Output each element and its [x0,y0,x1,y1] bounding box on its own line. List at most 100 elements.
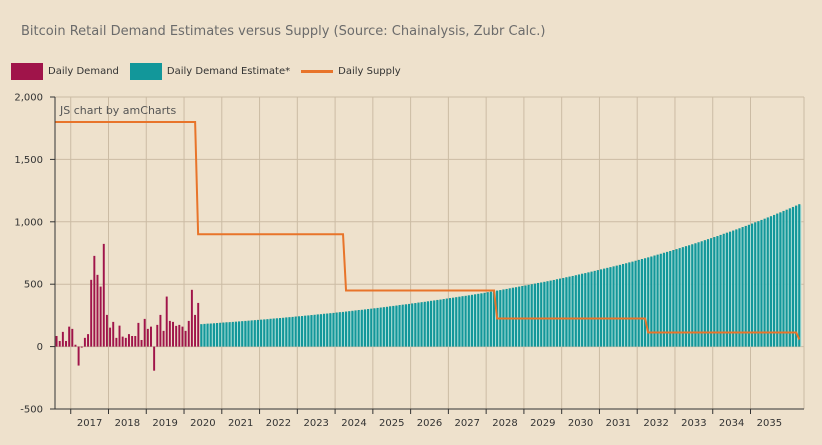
demand-estimate-bar [521,285,524,347]
estimate-bar-gap [447,299,449,347]
demand-estimate-bar [310,315,313,347]
estimate-bar-gap [592,272,594,347]
estimate-bar-gap [554,280,556,347]
demand-estimate-bar [798,204,801,347]
demand-estimate-bar [675,249,678,347]
demand-bar [87,334,90,347]
demand-bar [83,337,86,347]
demand-estimate-bar [609,267,612,347]
x-tick-label: 2031 [606,418,631,429]
estimate-bar-gap [759,222,761,347]
x-tick-label: 2029 [530,418,555,429]
demand-bar [150,326,152,347]
estimate-bar-gap [539,283,541,347]
estimate-bar-gap [340,313,342,347]
estimate-bar-gap [435,301,437,347]
legend-label: Daily Demand [48,66,119,77]
demand-estimate-bar [291,316,294,347]
demand-bar [99,286,102,347]
demand-estimate-bar [322,313,326,347]
estimate-bar-gap [429,302,430,347]
demand-estimate-bar [200,324,203,347]
x-tick-label: 2034 [719,418,744,429]
estimate-bar-gap [718,237,720,347]
demand-estimate-bar [763,218,766,347]
estimate-bar-gap [768,218,770,347]
estimate-bar-gap [246,321,248,347]
estimate-bar-gap [797,206,799,347]
estimate-bar-gap [639,260,641,347]
estimate-bar-gap [299,317,301,347]
demand-bar [74,344,77,347]
demand-estimate-bar [278,318,282,347]
legend-item-daily-demand[interactable]: Daily Demand [11,63,119,80]
demand-estimate-bar [634,260,637,347]
estimate-bar-gap [614,267,616,347]
estimate-bar-gap [545,282,547,347]
estimate-bar-gap [233,322,235,347]
legend: Daily Demand Daily Demand Estimate* Dail… [11,63,412,80]
demand-bar [146,328,149,347]
demand-estimate-bar [492,291,496,347]
estimate-bar-gap [479,294,481,347]
demand-bar [102,243,105,347]
estimate-bar-gap [655,256,657,347]
estimate-bar-gap [737,230,739,347]
demand-estimate-bar [795,205,798,347]
x-tick-label: 2018 [115,418,140,429]
demand-bar [194,314,197,347]
estimate-bar-gap [775,215,777,347]
demand-bar [140,339,143,347]
x-tick-label: 2019 [152,418,177,429]
demand-estimate-bar [659,253,662,347]
demand-bar [178,324,181,347]
demand-estimate-bar [511,287,514,347]
estimate-bar-gap [702,242,704,347]
demand-bar [159,314,162,347]
demand-bar [124,337,127,347]
demand-bar [165,296,168,347]
demand-estimate-bar [769,216,773,347]
demand-estimate-bar [773,214,776,347]
chart-title: Bitcoin Retail Demand Estimates versus S… [21,24,546,39]
demand-estimate-bar [420,302,423,347]
demand-estimate-bar [260,319,263,347]
estimate-bar-gap [715,238,717,347]
estimate-bar-gap [262,320,264,347]
demand-estimate-bar [319,314,323,347]
estimate-bar-gap [205,324,207,347]
demand-estimate-bar [732,230,735,347]
demand-estimate-bar [263,319,266,347]
demand-bar [55,335,58,347]
estimate-bar-gap [227,323,229,347]
estimate-bar-gap [344,312,346,347]
demand-bar [93,255,96,347]
estimate-bar-gap [265,320,267,347]
legend-item-daily-demand-estimate[interactable]: Daily Demand Estimate* [129,63,290,80]
demand-bar [181,326,184,347]
estimate-bar-gap [705,241,707,347]
estimate-bar-gap [400,306,402,347]
demand-estimate-bar [345,311,348,347]
x-tick-label: 2024 [341,418,366,429]
demand-estimate-bar [225,322,228,347]
demand-estimate-bar [546,281,549,347]
demand-bar [184,330,187,347]
demand-estimate-bar [571,275,574,347]
estimate-bar-gap [636,261,638,347]
estimate-bar-gap [384,308,386,347]
estimate-bar-gap [230,323,232,347]
estimate-bar-gap [243,322,245,347]
demand-estimate-bar [653,255,656,347]
estimate-bar-gap [750,225,751,347]
demand-estimate-bar [442,299,445,347]
demand-estimate-bar [738,228,741,347]
estimate-bar-gap [350,312,352,347]
legend-item-daily-supply[interactable]: Daily Supply [301,66,401,77]
demand-estimate-bar [436,299,439,347]
demand-estimate-bar [486,292,489,347]
estimate-bar-gap [284,318,286,347]
demand-bar [168,320,171,347]
demand-estimate-bar [688,245,691,347]
demand-bar [118,325,121,347]
